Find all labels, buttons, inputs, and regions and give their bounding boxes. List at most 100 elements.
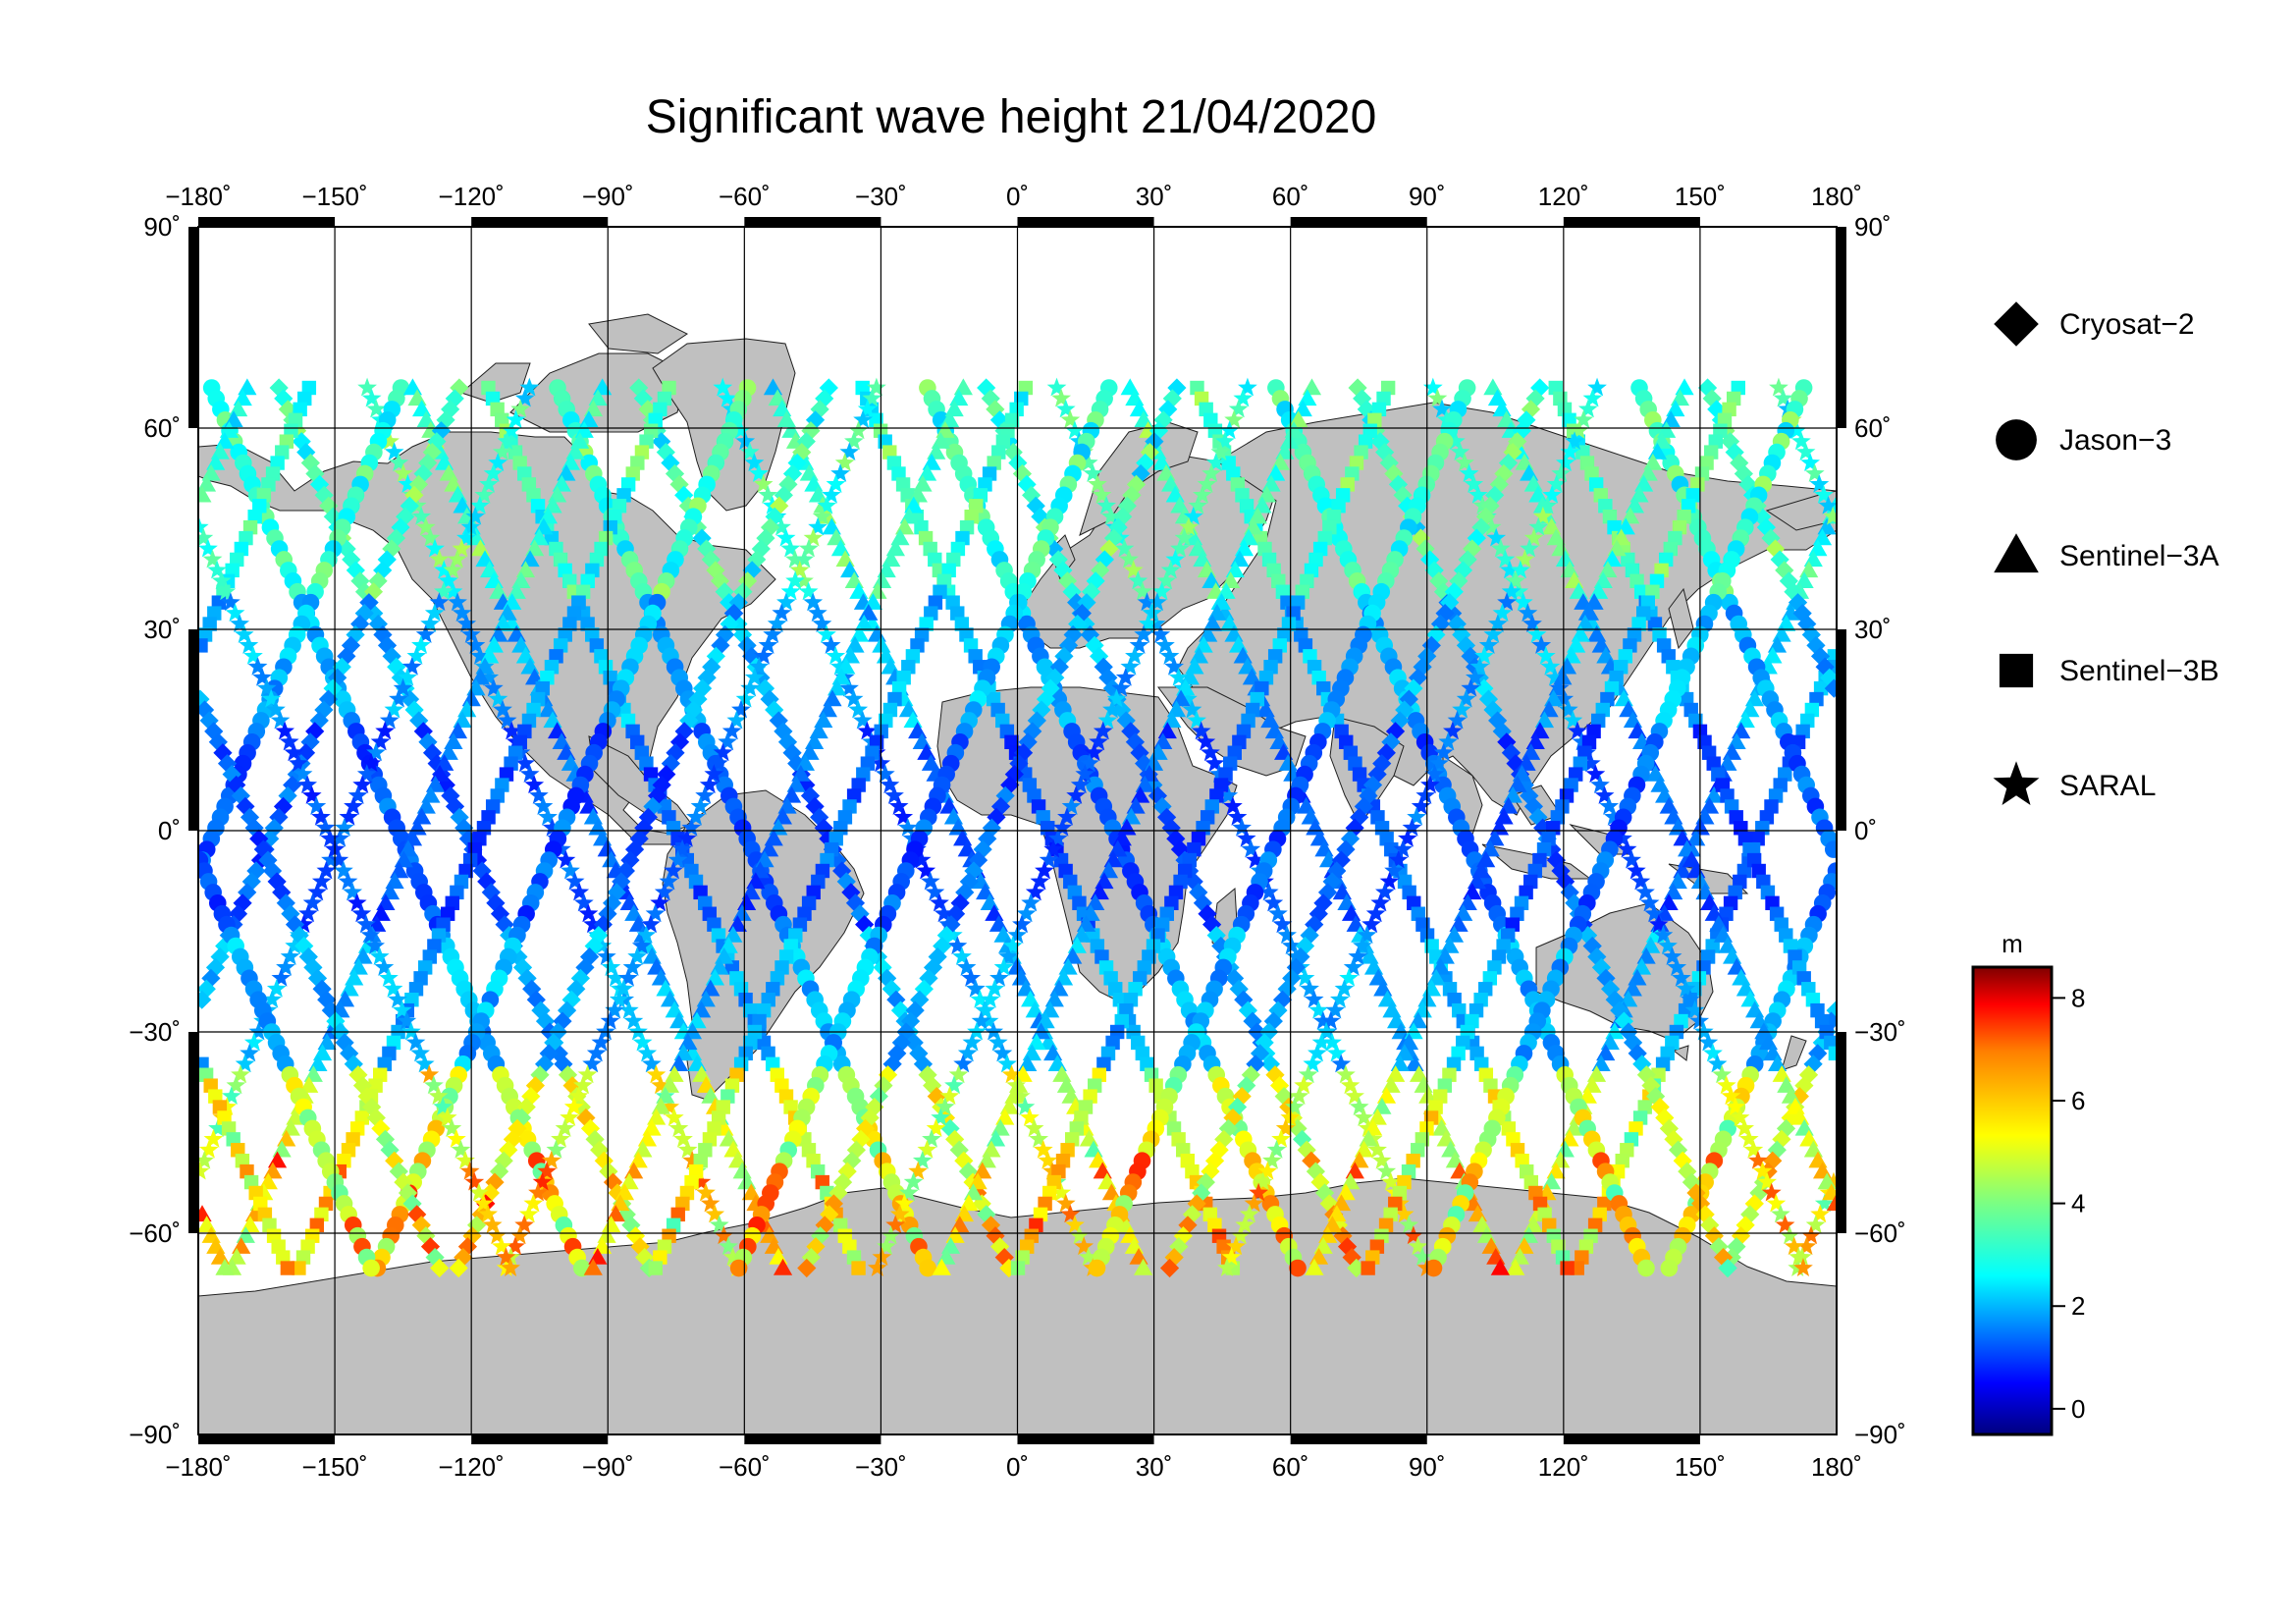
frame-bar-top bbox=[198, 217, 336, 227]
lon-tick-label-bottom: −180˚ bbox=[165, 1452, 231, 1482]
lon-tick-label-top: −60˚ bbox=[719, 182, 771, 211]
lon-tick-label-bottom: 60˚ bbox=[1272, 1452, 1309, 1482]
map-title: Significant wave height 21/04/2020 bbox=[645, 91, 1377, 143]
colorbar-tick-label: 6 bbox=[2071, 1086, 2085, 1115]
satellite-tracks bbox=[198, 377, 1837, 1278]
legend-circle-icon bbox=[1996, 419, 2037, 460]
frame-bar-bottom bbox=[198, 1434, 336, 1444]
frame-bar-bottom bbox=[471, 1434, 609, 1444]
frame-bar-right bbox=[1837, 227, 1846, 428]
frame-bar-right bbox=[1837, 1032, 1846, 1233]
track-circle bbox=[198, 379, 1837, 1277]
lon-tick-label-top: 30˚ bbox=[1136, 182, 1173, 211]
lat-tick-label-left: 30˚ bbox=[143, 615, 181, 644]
lat-tick-label-right: 30˚ bbox=[1854, 615, 1892, 644]
lon-tick-label-bottom: −150˚ bbox=[301, 1452, 367, 1482]
lat-tick-label-left: −60˚ bbox=[129, 1218, 181, 1248]
colorbar-tick-label: 4 bbox=[2071, 1189, 2085, 1218]
frame-bar-top bbox=[1017, 217, 1154, 227]
lat-tick-label-right: −90˚ bbox=[1854, 1420, 1906, 1449]
track-star bbox=[867, 377, 1257, 1276]
lon-tick-label-bottom: 150˚ bbox=[1675, 1452, 1726, 1482]
track-circle bbox=[729, 379, 1118, 1277]
track-circle bbox=[1088, 379, 1476, 1277]
frame-bar-bottom bbox=[1563, 1434, 1700, 1444]
lat-tick-label-right: −30˚ bbox=[1854, 1017, 1906, 1047]
track-square bbox=[198, 380, 1837, 1275]
track-square bbox=[1361, 380, 1745, 1275]
track-star bbox=[198, 377, 1837, 1276]
lon-tick-label-bottom: 180˚ bbox=[1811, 1452, 1862, 1482]
track-diamond bbox=[1159, 378, 1550, 1278]
lon-tick-label-bottom: 90˚ bbox=[1409, 1452, 1446, 1482]
colorbar-gradient bbox=[1971, 965, 2054, 1436]
frame-bar-bottom bbox=[744, 1434, 881, 1444]
frame-bar-top bbox=[744, 217, 881, 227]
lon-tick-label-top: 120˚ bbox=[1538, 182, 1589, 211]
track-diamond bbox=[198, 378, 1837, 1278]
track-circle bbox=[1424, 379, 1813, 1277]
satellite-legend: Cryosat−2 Jason−3 Sentinel−3A Sentinel−3B SA… bbox=[1993, 301, 2219, 805]
lat-tick-label-right: −60˚ bbox=[1854, 1218, 1906, 1248]
lat-tick-label-left: 0˚ bbox=[158, 816, 181, 845]
lat-tick-label-left: 60˚ bbox=[143, 413, 181, 443]
frame-bar-right bbox=[1837, 629, 1846, 831]
lon-tick-label-bottom: −120˚ bbox=[439, 1452, 505, 1482]
legend-label: Cryosat−2 bbox=[2059, 308, 2195, 341]
legend-label: Jason−3 bbox=[2059, 424, 2171, 457]
legend-item: Sentinel−3B bbox=[1999, 653, 2219, 688]
lon-tick-label-top: −90˚ bbox=[582, 182, 634, 211]
track-diamond bbox=[449, 378, 838, 1278]
map-frame-bars bbox=[188, 217, 1846, 1444]
lat-tick-label-left: 90˚ bbox=[143, 212, 181, 242]
colorbar-tick-label: 0 bbox=[2071, 1394, 2085, 1424]
frame-bar-bottom bbox=[1290, 1434, 1427, 1444]
frame-bar-top bbox=[1290, 217, 1427, 227]
lon-tick-label-top: 180˚ bbox=[1811, 182, 1862, 211]
lon-tick-label-bottom: 30˚ bbox=[1136, 1452, 1173, 1482]
track-triangle bbox=[1305, 378, 1694, 1275]
legend-triangle-icon bbox=[1994, 533, 2039, 573]
track-triangle bbox=[583, 378, 973, 1275]
lon-tick-label-top: 150˚ bbox=[1675, 182, 1726, 211]
frame-bar-top bbox=[471, 217, 609, 227]
lon-tick-label-top: 0˚ bbox=[1006, 182, 1029, 211]
frame-bar-left bbox=[188, 629, 198, 831]
lon-tick-label-top: 90˚ bbox=[1409, 182, 1446, 211]
frame-bar-left bbox=[188, 227, 198, 428]
lon-tick-label-top: −30˚ bbox=[855, 182, 907, 211]
legend-star-icon bbox=[1993, 761, 2040, 805]
legend-label: Sentinel−3B bbox=[2059, 655, 2219, 687]
legend-item: SARAL bbox=[1993, 761, 2156, 805]
lon-tick-label-bottom: −90˚ bbox=[582, 1452, 634, 1482]
legend-item: Jason−3 bbox=[1996, 419, 2171, 460]
lat-tick-label-left: −30˚ bbox=[129, 1017, 181, 1047]
track-star bbox=[713, 377, 1103, 1276]
lon-tick-label-top: −150˚ bbox=[301, 182, 367, 211]
lat-tick-label-right: 90˚ bbox=[1854, 212, 1892, 242]
legend-item: Sentinel−3A bbox=[1994, 533, 2219, 573]
legend-label: Sentinel−3A bbox=[2059, 540, 2219, 572]
colorbar-tick-label: 2 bbox=[2071, 1291, 2085, 1321]
lon-tick-label-bottom: −30˚ bbox=[855, 1452, 907, 1482]
track-diamond bbox=[977, 378, 1366, 1278]
colorbar-tick-label: 8 bbox=[2071, 983, 2085, 1012]
legend-square-icon bbox=[1999, 653, 2034, 688]
lon-tick-label-bottom: −60˚ bbox=[719, 1452, 771, 1482]
track-square bbox=[648, 380, 1034, 1275]
track-square bbox=[1010, 380, 1396, 1275]
lat-tick-label-right: 0˚ bbox=[1854, 816, 1877, 845]
track-star bbox=[1217, 377, 1607, 1276]
frame-bar-bottom bbox=[1017, 1434, 1154, 1444]
lat-tick-label-right: 60˚ bbox=[1854, 413, 1892, 443]
lon-tick-label-bottom: 120˚ bbox=[1538, 1452, 1589, 1482]
legend-diamond-icon bbox=[1994, 301, 2039, 347]
frame-bar-top bbox=[1563, 217, 1700, 227]
legend-item: Cryosat−2 bbox=[1994, 301, 2195, 347]
legend-label: SARAL bbox=[2059, 770, 2156, 802]
colorbar-unit: m bbox=[2002, 929, 2023, 958]
lon-tick-label-bottom: 0˚ bbox=[1006, 1452, 1029, 1482]
lon-tick-label-top: 60˚ bbox=[1272, 182, 1309, 211]
